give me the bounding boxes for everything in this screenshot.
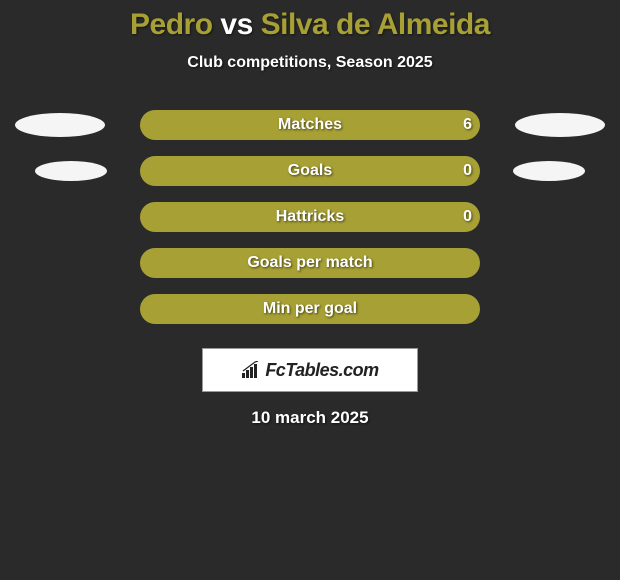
stat-row: Min per goal [0, 294, 620, 340]
stat-bar [140, 202, 480, 232]
stat-value-right: 0 [463, 156, 472, 186]
stat-row: Goals0 [0, 156, 620, 202]
stat-bar [140, 294, 480, 324]
logo: FcTables.com [241, 360, 378, 381]
player-ellipse-right [515, 113, 605, 137]
stat-value-right: 0 [463, 202, 472, 232]
player-ellipse-left [15, 113, 105, 137]
date: 10 march 2025 [0, 408, 620, 428]
stat-row: Hattricks0 [0, 202, 620, 248]
title-player2: Silva de Almeida [261, 8, 490, 41]
stat-bar [140, 156, 480, 186]
title-vs: vs [220, 8, 252, 41]
stat-row: Matches6 [0, 110, 620, 156]
stat-value-right: 6 [463, 110, 472, 140]
player-ellipse-right [513, 161, 585, 181]
page-title: Pedro vs Silva de Almeida [0, 0, 620, 42]
title-player1: Pedro [130, 8, 213, 41]
stat-row: Goals per match [0, 248, 620, 294]
barchart-icon [241, 361, 261, 379]
stat-bar [140, 248, 480, 278]
stat-bar [140, 110, 480, 140]
logo-text: FcTables.com [265, 360, 378, 381]
subtitle: Club competitions, Season 2025 [0, 54, 620, 72]
logo-box: FcTables.com [202, 348, 418, 392]
stats-area: Matches6Goals0Hattricks0Goals per matchM… [0, 110, 620, 340]
infographic-container: Pedro vs Silva de Almeida Club competiti… [0, 0, 620, 580]
player-ellipse-left [35, 161, 107, 181]
